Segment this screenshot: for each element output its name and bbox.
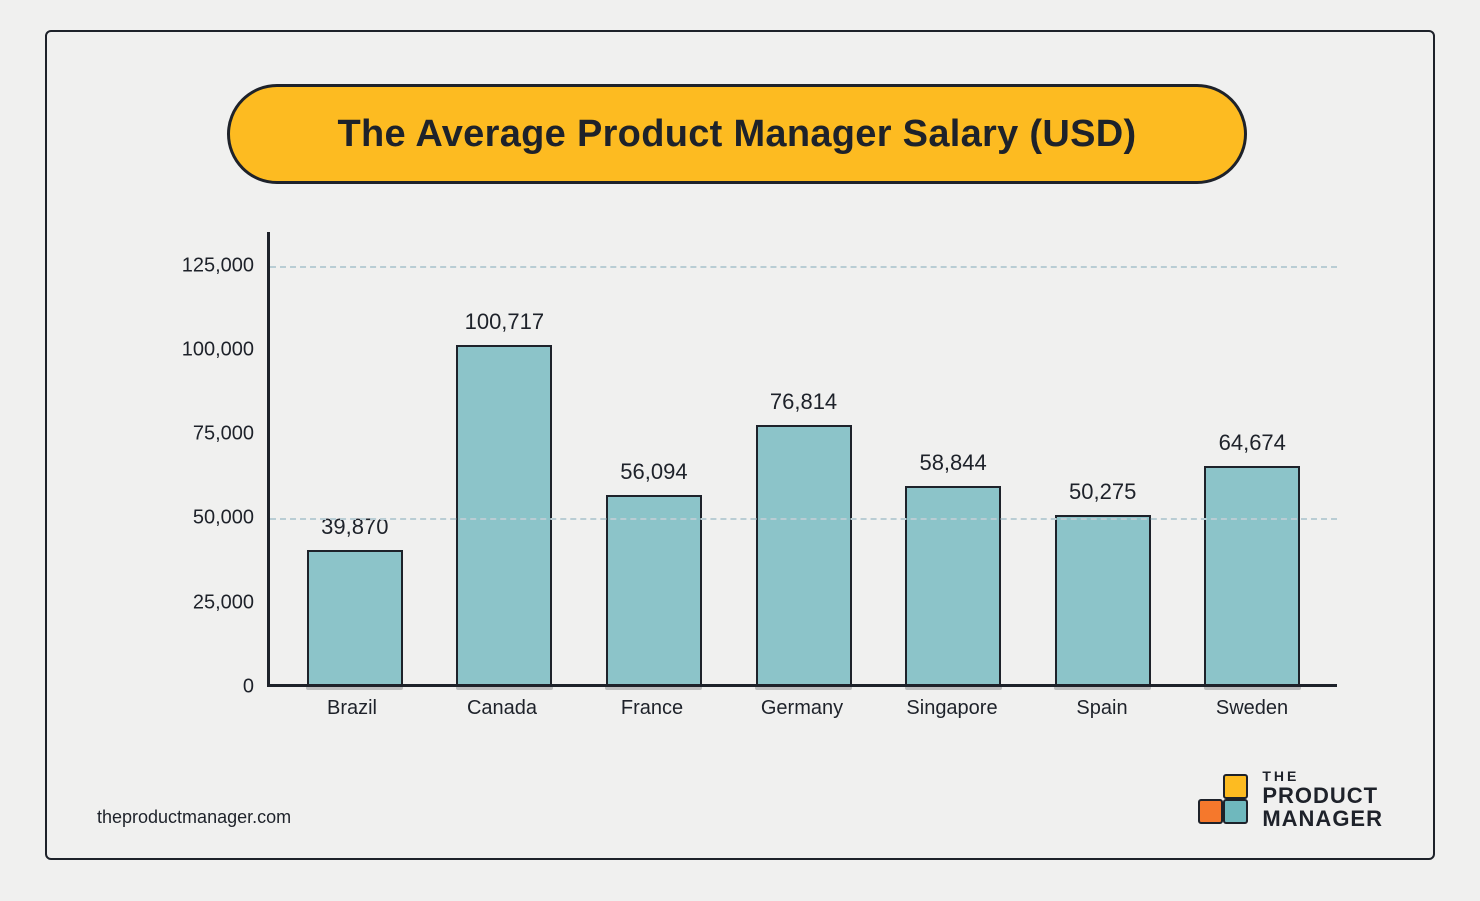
brand-line3: MANAGER — [1262, 807, 1383, 830]
bar-value-label: 50,275 — [1069, 479, 1136, 505]
y-tick-label: 0 — [243, 676, 270, 699]
bar-slot: 100,717 — [430, 232, 580, 684]
y-tick-label: 125,000 — [182, 254, 270, 277]
chart-title-pill: The Average Product Manager Salary (USD) — [227, 84, 1247, 184]
infographic-card: The Average Product Manager Salary (USD)… — [45, 30, 1435, 860]
brand-logo-text: THE PRODUCT MANAGER — [1262, 769, 1383, 830]
bar-value-label: 58,844 — [919, 450, 986, 476]
y-tick-label: 75,000 — [193, 423, 270, 446]
bar-value-label: 64,674 — [1219, 430, 1286, 456]
bar-value-label: 76,814 — [770, 389, 837, 415]
bar — [1204, 466, 1300, 684]
bar-slot: 39,870 — [280, 232, 430, 684]
brand-logo-mark — [1198, 774, 1250, 826]
bar-value-label: 56,094 — [620, 459, 687, 485]
brand-logo: THE PRODUCT MANAGER — [1198, 769, 1383, 830]
x-tick-label: Singapore — [877, 697, 1027, 720]
bar-slot: 64,674 — [1177, 232, 1327, 684]
y-tick-label: 25,000 — [193, 591, 270, 614]
logo-square-top — [1223, 774, 1248, 799]
bar — [307, 550, 403, 684]
bar — [456, 345, 552, 684]
bars-container: 39,870 100,717 56,094 76,814 58,844 50,275 64,… — [270, 232, 1337, 684]
x-tick-label: Germany — [727, 697, 877, 720]
y-tick-label: 50,000 — [193, 507, 270, 530]
x-tick-label: France — [577, 697, 727, 720]
x-tick-label: Spain — [1027, 697, 1177, 720]
logo-square-bottom-right — [1223, 799, 1248, 824]
bar — [756, 425, 852, 684]
source-url: theproductmanager.com — [97, 807, 291, 828]
bar — [1055, 515, 1151, 684]
grid-line — [270, 266, 1337, 268]
bar — [905, 486, 1001, 684]
bar-slot: 58,844 — [878, 232, 1028, 684]
salary-bar-chart: 39,870 100,717 56,094 76,814 58,844 50,275 64,… — [167, 232, 1357, 752]
bar-slot: 76,814 — [729, 232, 879, 684]
chart-title: The Average Product Manager Salary (USD) — [338, 113, 1137, 156]
grid-line — [270, 518, 1337, 520]
bar-value-label: 100,717 — [465, 309, 545, 335]
bar-slot: 56,094 — [579, 232, 729, 684]
chart-plot-area: 39,870 100,717 56,094 76,814 58,844 50,275 64,… — [267, 232, 1337, 687]
x-tick-label: Brazil — [277, 697, 427, 720]
x-axis-labels: BrazilCanadaFranceGermanySingaporeSpainS… — [267, 697, 1337, 720]
brand-line1: THE — [1262, 769, 1383, 784]
x-tick-label: Canada — [427, 697, 577, 720]
y-tick-label: 100,000 — [182, 338, 270, 361]
x-tick-label: Sweden — [1177, 697, 1327, 720]
bar-slot: 50,275 — [1028, 232, 1178, 684]
brand-line2: PRODUCT — [1262, 784, 1383, 807]
bar — [606, 495, 702, 684]
logo-square-bottom-left — [1198, 799, 1223, 824]
